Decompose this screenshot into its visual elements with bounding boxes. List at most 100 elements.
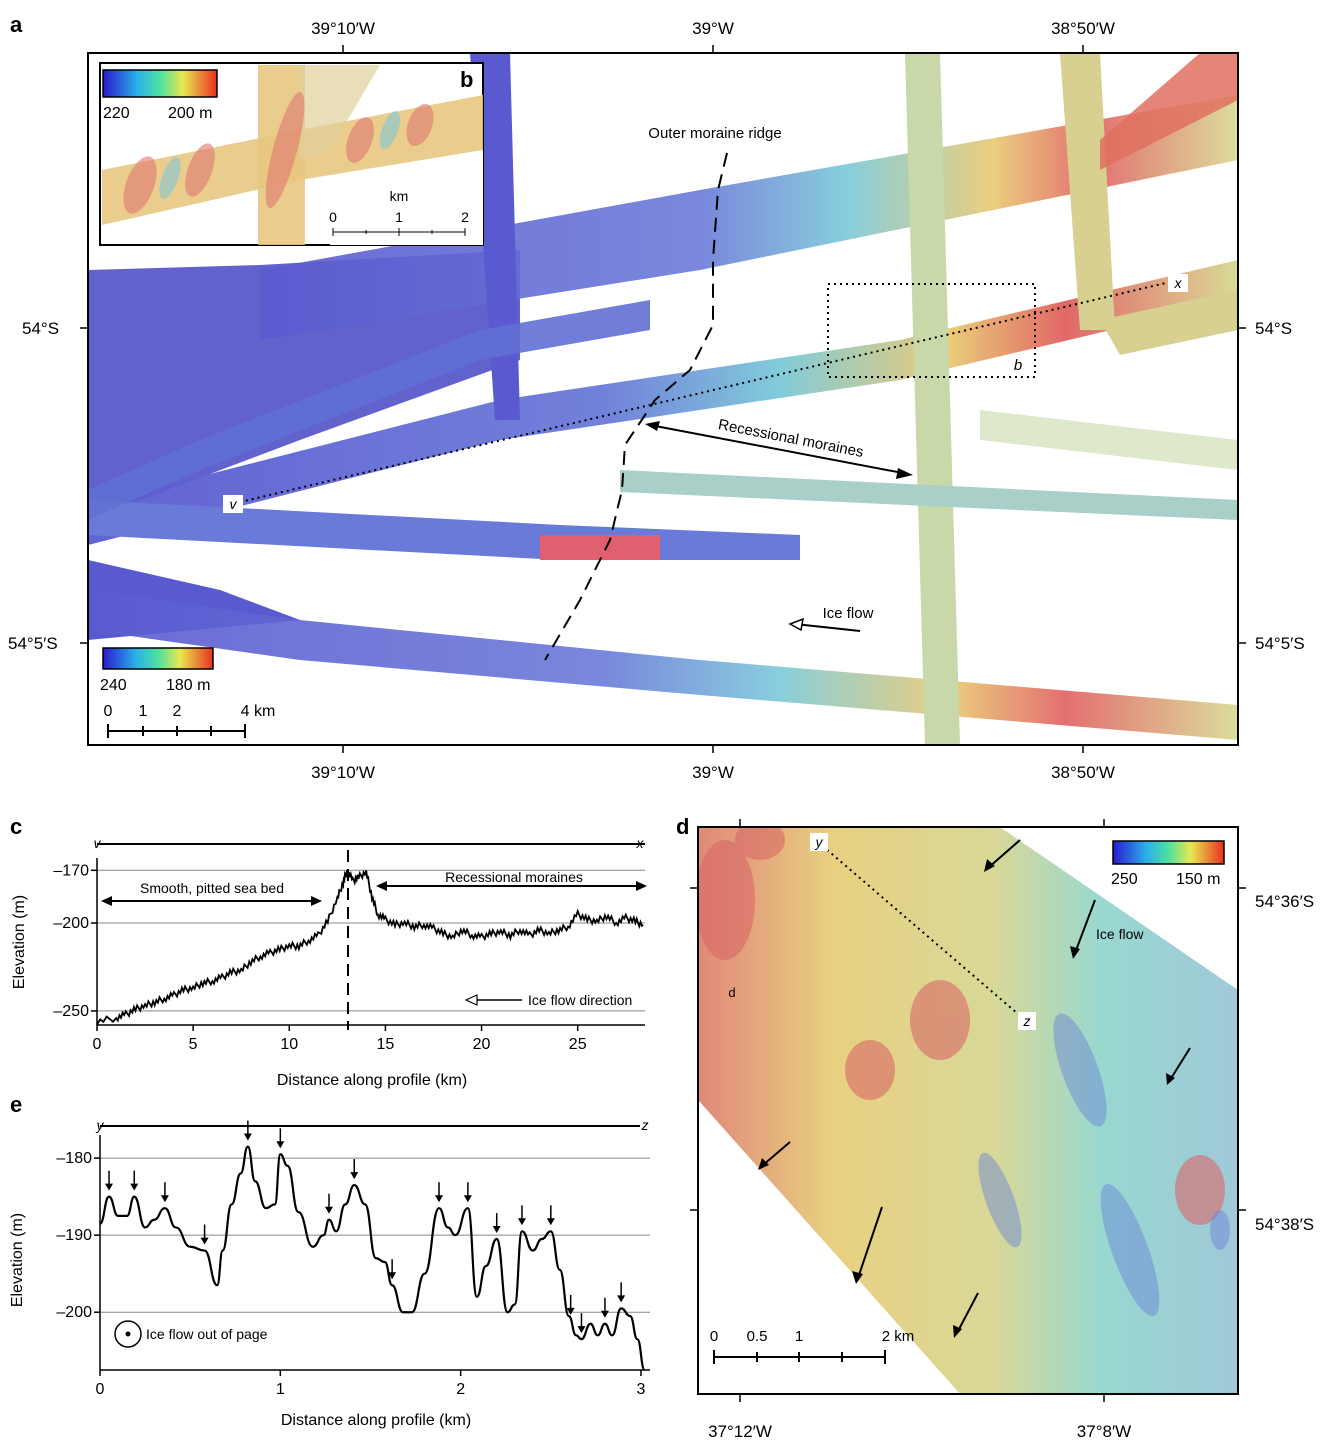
outer-moraine-label: Outer moraine ridge [648, 125, 781, 142]
colorbar-b-max: 200 m [168, 105, 212, 122]
lat-label-left-1: 54°S [22, 319, 59, 338]
ylabel-c: Elevation (m) [11, 895, 28, 989]
smooth-seabed-label: Smooth, pitted sea bed [140, 880, 284, 896]
peak-arrow-head [617, 1295, 626, 1303]
xlabel-e: Distance along profile (km) [281, 1412, 471, 1429]
peak-arrow-head [243, 1133, 252, 1141]
lat-label-d-2: 54°38′S [1255, 1215, 1314, 1234]
peak-arrow-head [463, 1195, 472, 1203]
lon-label-bottom-3: 38°50′W [1051, 763, 1115, 782]
y-tick-label: –180 [56, 1150, 92, 1167]
profile-y-label: y [815, 834, 824, 850]
scalebar-a [107, 724, 246, 738]
peak-arrow-head [546, 1218, 555, 1226]
scalebar-b-0: 0 [329, 209, 337, 225]
recessional-label: Recessional moraines [717, 416, 865, 461]
panel-c: c v x Smooth, pitted sea bed Recessional… [10, 814, 647, 1089]
y-tick-label: –200 [53, 915, 89, 932]
peak-arrow-head [566, 1307, 575, 1315]
lat-label-left-2: 54°5′S [8, 634, 58, 653]
peak-arrow-head [492, 1226, 501, 1234]
colorbar-a [102, 647, 214, 670]
profile-z-label: z [1023, 1013, 1031, 1029]
scalebar-b-2: 2 [461, 209, 469, 225]
y-tick-label: –170 [53, 862, 89, 879]
x-tick-label: 2 [456, 1381, 465, 1398]
peak-arrow-head [325, 1206, 334, 1214]
inset-box-b [827, 283, 1036, 378]
lon-label-bottom-1: 39°10′W [311, 763, 375, 782]
panel-label-d: d [676, 814, 689, 839]
colorbar-a-max: 180 m [166, 677, 210, 694]
profile-v-label: v [230, 496, 238, 512]
ice-flow-out-label: Ice flow out of page [146, 1326, 268, 1342]
inset-box-label: b [1014, 357, 1022, 374]
colorbar-a-min: 240 [100, 677, 127, 694]
xlabel-c: Distance along profile (km) [277, 1072, 467, 1089]
scalebar-a-1: 1 [139, 703, 148, 720]
peak-arrow-head [388, 1272, 397, 1280]
map-frame-d [697, 826, 1239, 1395]
x-tick-label: 15 [377, 1036, 395, 1053]
panel-b: 220 200 m b km 0 1 2 [99, 62, 484, 246]
colorbar-b [102, 69, 218, 98]
ice-flow-label-a: Ice flow [823, 605, 874, 622]
scalebar-a-2: 2 [173, 703, 182, 720]
recessional-c-label: Recessional moraines [445, 869, 583, 885]
colorbar-b-min: 220 [103, 105, 130, 122]
scalebar-d-0: 0 [710, 1328, 718, 1345]
scalebar-a-0: 0 [104, 703, 113, 720]
peak-arrow-head [517, 1218, 526, 1226]
colorbar-d [1112, 840, 1225, 865]
profile-c-line [96, 869, 644, 1026]
peak-arrow-head [130, 1183, 139, 1191]
ice-flow-arrow-a [794, 623, 861, 632]
panel-label-c: c [10, 814, 22, 839]
bathymetry-d [698, 827, 1238, 1394]
lon-label-top-3: 38°50′W [1051, 19, 1115, 38]
profile-e-line [98, 1145, 646, 1372]
peak-arrow-head [105, 1183, 114, 1191]
x-tick-label: 0 [93, 1036, 102, 1053]
peak-arrow-head [200, 1237, 209, 1245]
bathymetry-tracks-a [88, 53, 1238, 745]
x-tick-label: 5 [189, 1036, 198, 1053]
ice-flow-arrows-d [761, 839, 1191, 1334]
peak-arrow-head [600, 1310, 609, 1318]
profile-c-start: v [94, 835, 102, 851]
x-tick-label: 1 [276, 1381, 285, 1398]
colorbar-d-min: 250 [1111, 871, 1138, 888]
lat-label-right-1: 54°S [1255, 319, 1292, 338]
profile-c-end: x [636, 835, 645, 851]
colorbar-d-max: 150 m [1176, 871, 1220, 888]
scalebar-d [713, 1350, 886, 1364]
lat-label-right-2: 54°5′S [1255, 634, 1305, 653]
profile-e-start: y [96, 1117, 105, 1133]
y-tick-label: –190 [56, 1227, 92, 1244]
y-tick-label: –200 [56, 1304, 92, 1321]
peak-arrow-head [435, 1195, 444, 1203]
peak-arrow-head [276, 1141, 285, 1149]
panel-a: a [8, 12, 1305, 782]
panel-e: e y z Ice flow out of page –180 –190 –200 0… [9, 1092, 650, 1429]
lon-label-top-2: 39°W [692, 19, 734, 38]
lon-label-d-2: 37°8′W [1077, 1422, 1131, 1441]
x-tick-label: 3 [637, 1381, 646, 1398]
ice-flow-label-d: Ice flow [1096, 926, 1144, 942]
lon-label-top-1: 39°10′W [311, 19, 375, 38]
outer-moraine-line [544, 152, 728, 661]
lon-label-bottom-2: 39°W [692, 763, 734, 782]
panel-label-b: b [460, 67, 473, 92]
map-frame-a [87, 52, 1239, 746]
panel-d: d [676, 814, 1314, 1441]
panel-label-e: e [10, 1092, 22, 1117]
panel-label-a: a [10, 12, 23, 37]
scalebar-a-4: 4 km [241, 703, 276, 720]
scalebar-b-unit: km [390, 188, 409, 204]
x-tick-label: 10 [280, 1036, 298, 1053]
scalebar-d-05: 0.5 [747, 1328, 768, 1345]
scalebar-b-1: 1 [395, 209, 403, 225]
peak-arrow-head [350, 1172, 359, 1180]
profile-e-end: z [641, 1117, 649, 1133]
